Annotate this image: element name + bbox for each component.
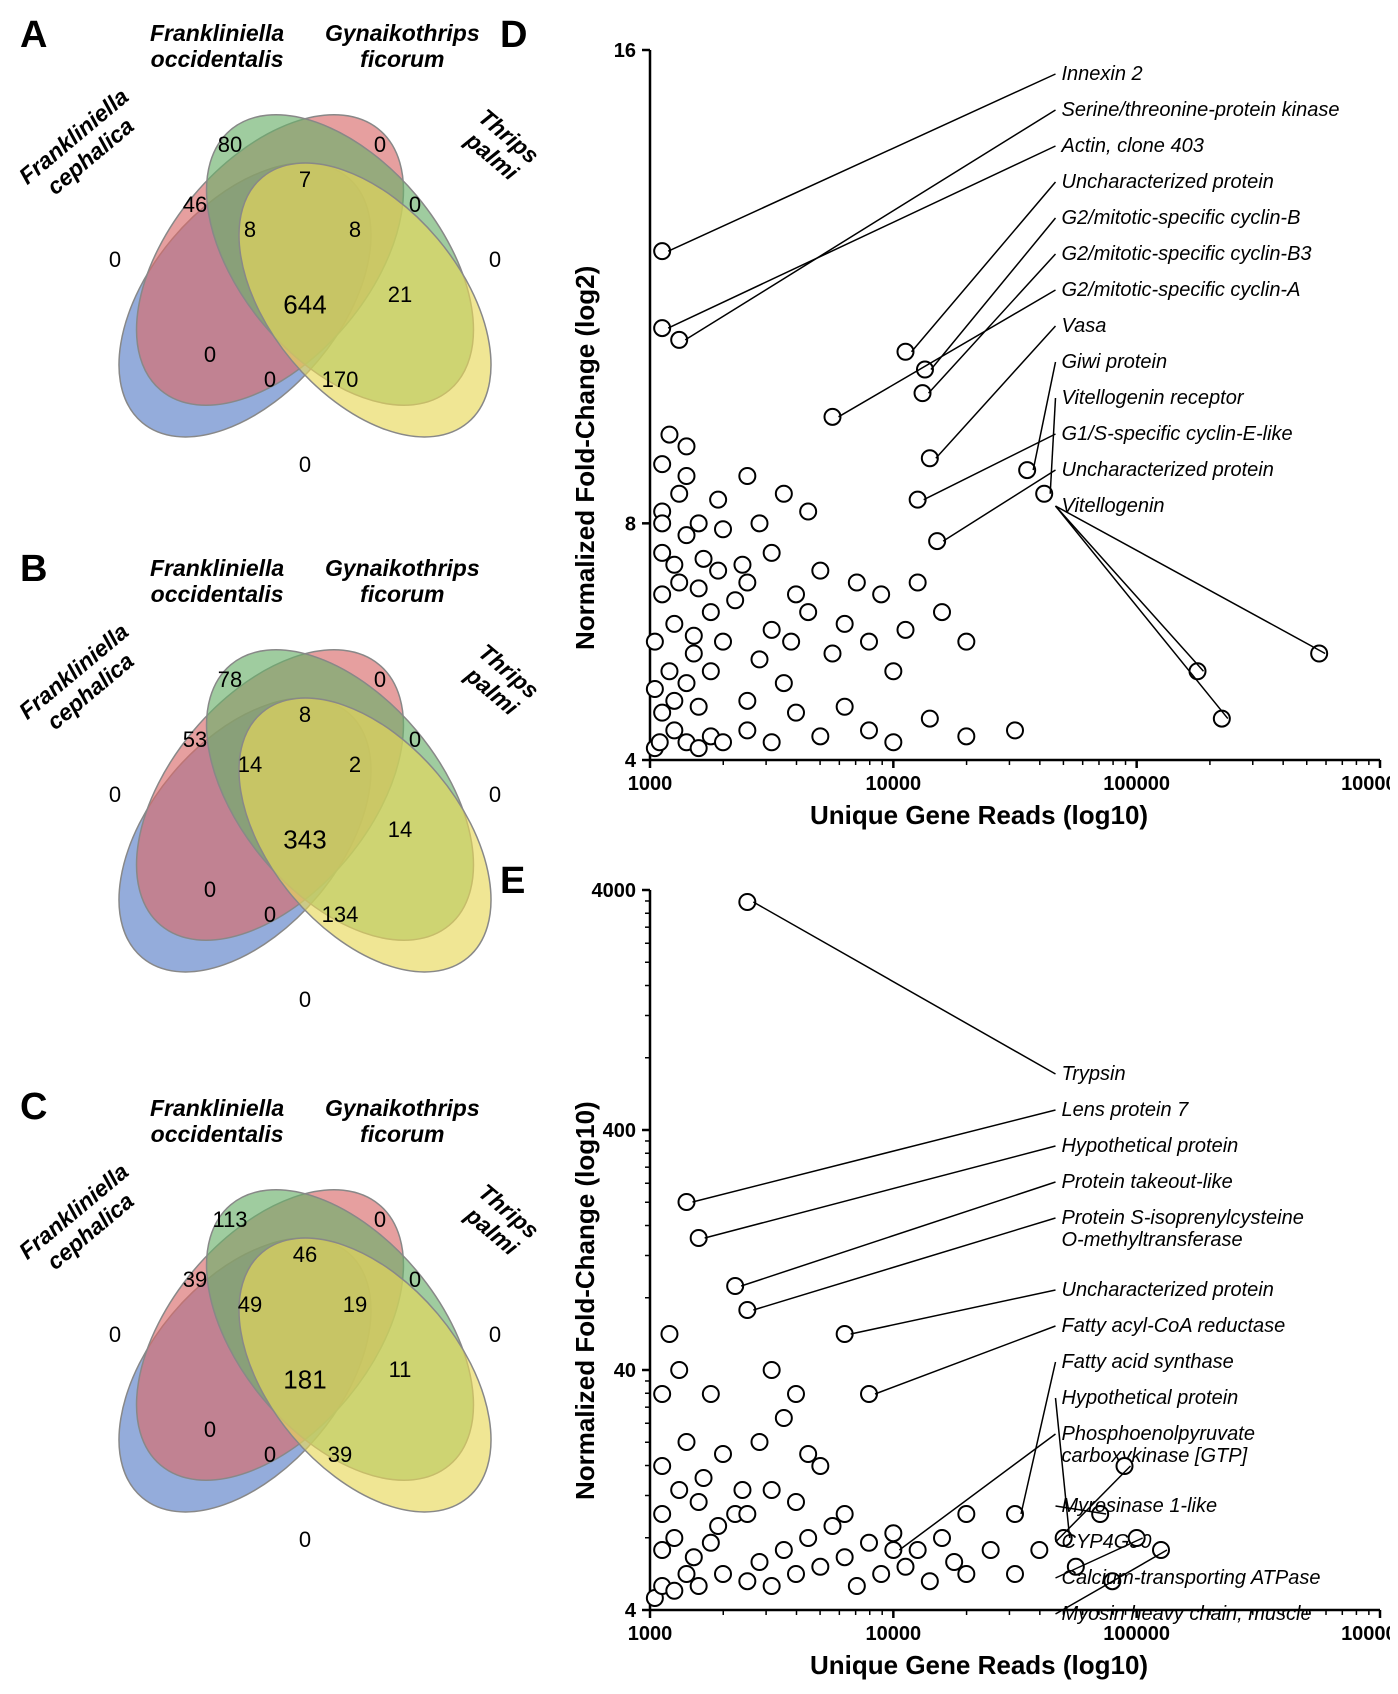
svg-text:Myosin heavy chain, muscle: Myosin heavy chain, muscle <box>1062 1603 1312 1625</box>
svg-text:10000: 10000 <box>866 1623 922 1645</box>
venn-count-fc_fo_tp: 39 <box>328 1442 352 1468</box>
svg-text:Uncharacterized protein: Uncharacterized protein <box>1062 1279 1274 1301</box>
venn-count-fc_fo: 53 <box>183 727 207 753</box>
venn-count-gf_tp: 0 <box>409 192 421 218</box>
venn-count-fc_gf_tp: 0 <box>264 902 276 928</box>
svg-text:G2/mitotic-specific cyclin-A: G2/mitotic-specific cyclin-A <box>1062 279 1301 301</box>
svg-text:Hypothetical protein: Hypothetical protein <box>1062 1135 1239 1157</box>
svg-text:Fatty acyl-CoA reductase: Fatty acyl-CoA reductase <box>1062 1315 1286 1337</box>
venn-count-gf_only: 0 <box>374 132 386 158</box>
venn-count-fc_fo_gf: 49 <box>238 1292 262 1318</box>
venn-count-fc_gf: 0 <box>204 342 216 368</box>
scatter-e-svg: 1000 10000 100000 1000000 4 40 400 4000 Trypsin L… <box>580 870 1390 1680</box>
venn-count-fc_tp: 0 <box>299 452 311 478</box>
axis-y-e: Normalized Fold-Change (log10) <box>570 1101 601 1500</box>
svg-text:1000000: 1000000 <box>1341 773 1390 795</box>
venn-count-fc_fo: 39 <box>183 1267 207 1293</box>
svg-text:Uncharacterized protein: Uncharacterized protein <box>1062 171 1274 193</box>
svg-text:4: 4 <box>625 750 637 772</box>
svg-text:100000: 100000 <box>1103 773 1170 795</box>
venn-count-fo_gf: 8 <box>299 702 311 728</box>
venn-count-fc_fo: 46 <box>183 192 207 218</box>
venn-c: Frankliniellacephalica Frankliniellaocci… <box>20 1105 580 1585</box>
svg-text:G2/mitotic-specific cyclin-B3: G2/mitotic-specific cyclin-B3 <box>1062 243 1312 265</box>
svg-text:Serine/threonine-protein kinas: Serine/threonine-protein kinase <box>1062 99 1340 121</box>
venn-count-fo_tp: 21 <box>388 282 412 308</box>
venn-count-tp_only: 0 <box>489 782 501 808</box>
svg-text:Hypothetical protein: Hypothetical protein <box>1062 1387 1239 1409</box>
svg-text:Vitellogenin: Vitellogenin <box>1062 495 1165 517</box>
svg-text:Calcium-transporting ATPase: Calcium-transporting ATPase <box>1062 1567 1321 1589</box>
venn-count-fc_gf_tp: 0 <box>264 1442 276 1468</box>
svg-text:Vitellogenin receptor: Vitellogenin receptor <box>1062 387 1245 409</box>
svg-text:1000: 1000 <box>628 1623 673 1645</box>
venn-count-fo_only: 113 <box>212 1207 247 1233</box>
svg-text:O-methyltransferase: O-methyltransferase <box>1062 1229 1243 1251</box>
venn-count-fo_gf: 46 <box>293 1242 317 1268</box>
venn-count-fc_fo_gf: 14 <box>238 752 262 778</box>
svg-text:10000: 10000 <box>866 773 922 795</box>
venn-count-fc_only: 0 <box>109 782 121 808</box>
venn-count-fc_tp: 0 <box>299 987 311 1013</box>
venn-count-tp_only: 0 <box>489 1322 501 1348</box>
venn-count-gf_only: 0 <box>374 1207 386 1233</box>
venn-count-fo_gf_tp: 19 <box>343 1292 367 1318</box>
venn-b: Frankliniellacephalica Frankliniellaocci… <box>20 565 580 1045</box>
svg-text:4000: 4000 <box>592 880 637 902</box>
svg-text:Phosphoenolpyruvate: Phosphoenolpyruvate <box>1062 1423 1255 1445</box>
venn-count-fo_gf_tp: 2 <box>349 752 361 778</box>
venn-count-fc_tp: 0 <box>299 1527 311 1553</box>
svg-text:G2/mitotic-specific cyclin-B: G2/mitotic-specific cyclin-B <box>1062 207 1301 229</box>
svg-text:Innexin 2: Innexin 2 <box>1062 63 1143 85</box>
svg-text:Fatty acid synthase: Fatty acid synthase <box>1062 1351 1234 1373</box>
venn-count-all: 181 <box>283 1365 326 1396</box>
svg-text:Uncharacterized protein: Uncharacterized protein <box>1062 459 1274 481</box>
venn-count-fo_gf: 7 <box>299 167 311 193</box>
venn-count-fc_gf_tp: 0 <box>264 367 276 393</box>
venn-a: Frankliniellacephalica Frankliniellaocci… <box>20 30 580 510</box>
venn-count-fc_fo_gf: 8 <box>244 217 256 243</box>
venn-count-fo_gf_tp: 8 <box>349 217 361 243</box>
venn-count-fo_tp: 11 <box>389 1357 412 1383</box>
svg-text:1000000: 1000000 <box>1341 1623 1390 1645</box>
svg-text:Vasa: Vasa <box>1062 315 1107 337</box>
venn-count-fc_only: 0 <box>109 247 121 273</box>
svg-text:Myrosinase 1-like: Myrosinase 1-like <box>1062 1495 1218 1517</box>
venn-count-fc_gf: 0 <box>204 877 216 903</box>
venn-count-fo_only: 78 <box>218 667 242 693</box>
svg-text:Actin, clone 403: Actin, clone 403 <box>1061 135 1204 157</box>
svg-text:40: 40 <box>614 1360 636 1382</box>
venn-count-fo_only: 80 <box>218 132 242 158</box>
venn-count-fc_fo_tp: 170 <box>322 367 359 393</box>
venn-count-fc_only: 0 <box>109 1322 121 1348</box>
venn-count-gf_tp: 0 <box>409 1267 421 1293</box>
svg-text:4: 4 <box>625 1600 637 1622</box>
svg-text:Trypsin: Trypsin <box>1062 1063 1126 1085</box>
axis-x-e: Unique Gene Reads (log10) <box>810 1650 1148 1681</box>
svg-text:Protein S-isoprenylcysteine: Protein S-isoprenylcysteine <box>1062 1207 1304 1229</box>
svg-text:Protein takeout-like: Protein takeout-like <box>1062 1171 1233 1193</box>
venn-count-all: 343 <box>283 825 326 856</box>
scatter-d: 1000 10000 100000 1000000 4 8 16 Innexin 2 Serin… <box>580 30 1390 830</box>
venn-count-fc_gf: 0 <box>204 1417 216 1443</box>
svg-text:8: 8 <box>625 513 636 535</box>
svg-text:Lens protein 7: Lens protein 7 <box>1062 1099 1190 1121</box>
scatter-e: 1000 10000 100000 1000000 4 40 400 4000 Trypsin L… <box>580 870 1390 1680</box>
svg-text:Giwi protein: Giwi protein <box>1062 351 1168 373</box>
svg-text:carboxykinase [GTP]: carboxykinase [GTP] <box>1062 1445 1248 1467</box>
svg-text:1000: 1000 <box>628 773 673 795</box>
venn-count-gf_tp: 0 <box>409 727 421 753</box>
venn-count-tp_only: 0 <box>489 247 501 273</box>
svg-text:100000: 100000 <box>1103 1623 1170 1645</box>
venn-count-gf_only: 0 <box>374 667 386 693</box>
axis-x-d: Unique Gene Reads (log10) <box>810 800 1148 831</box>
venn-count-all: 644 <box>283 290 326 321</box>
scatter-d-svg: 1000 10000 100000 1000000 4 8 16 Innexin 2 Serin… <box>580 30 1390 830</box>
axis-y-d: Normalized Fold-Change (log2) <box>570 266 601 650</box>
venn-count-fc_fo_tp: 134 <box>322 902 359 928</box>
svg-text:400: 400 <box>603 1120 636 1142</box>
venn-count-fo_tp: 14 <box>388 817 412 843</box>
svg-text:16: 16 <box>614 40 636 62</box>
svg-text:G1/S-specific cyclin-E-like: G1/S-specific cyclin-E-like <box>1062 423 1293 445</box>
